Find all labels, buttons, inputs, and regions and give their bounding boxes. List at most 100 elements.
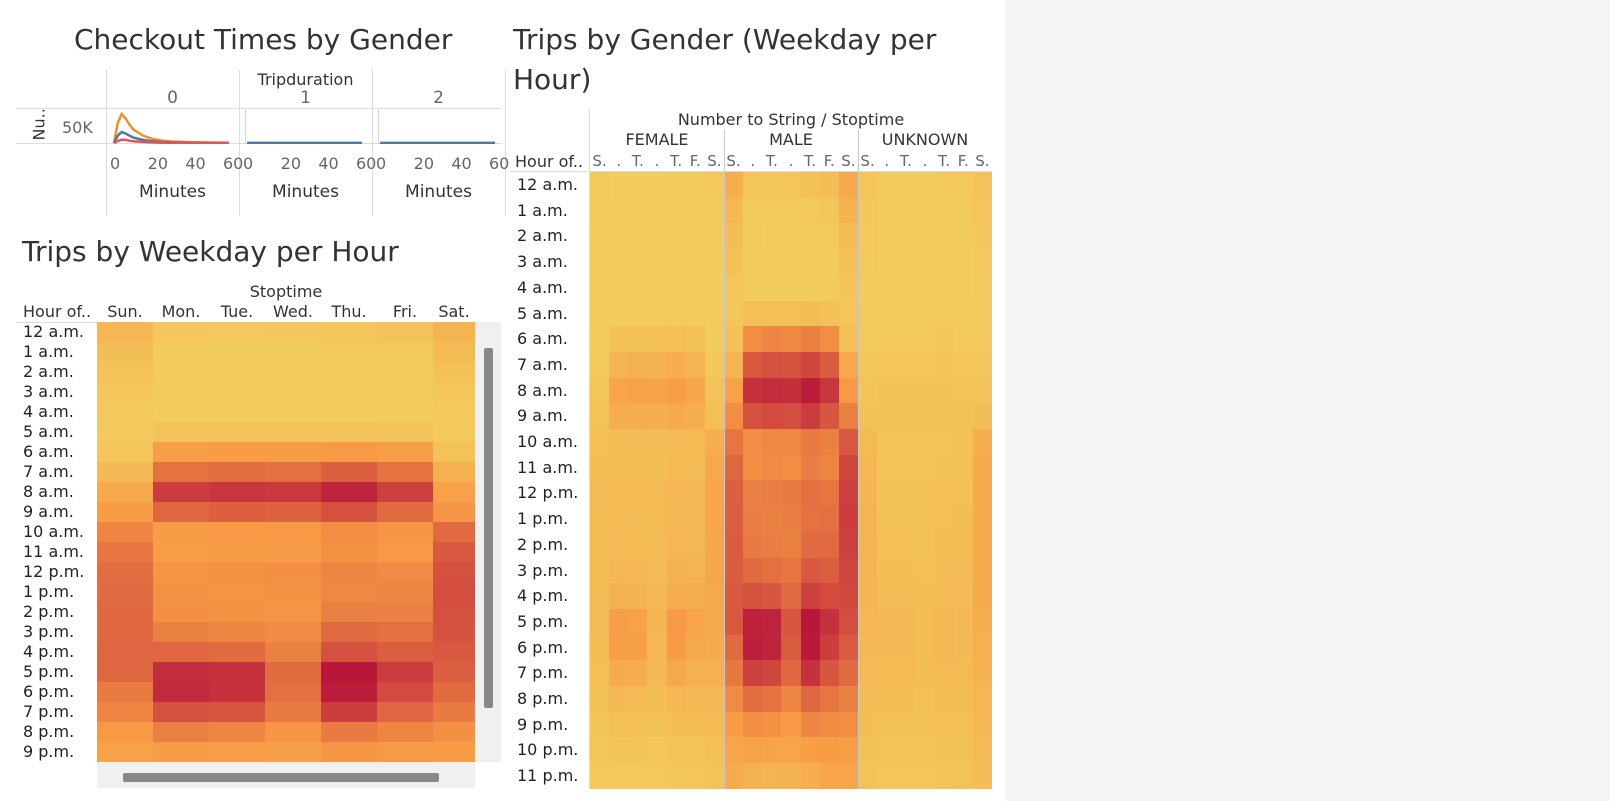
heat-cell-8-0: [97, 482, 153, 502]
heat-cell-female-22-1: [609, 737, 629, 764]
heat-cell-female-8-0: [590, 377, 610, 404]
heat-cell-male-23-0: [724, 763, 744, 790]
heat-cell-8-1: [153, 482, 209, 502]
x-tick-1-60: 60: [356, 154, 377, 173]
heat-cell-male-2-5: [819, 223, 840, 250]
heat-cell-17-0: [97, 662, 153, 682]
heat-cell-female-12-5: [685, 480, 706, 507]
horizontal-scrollbar-thumb[interactable]: [123, 773, 439, 782]
heat-cell-male-17-5: [819, 608, 840, 636]
heat-cell-unknown-21-0: [858, 711, 878, 738]
heat-cell-male-23-6: [838, 763, 859, 790]
heat-cell-unknown-2-3: [915, 223, 936, 250]
heat-cell-male-7-4: [800, 351, 821, 379]
heat-cell-8-3: [265, 482, 321, 502]
x-axis-label-0: Minutes: [139, 182, 206, 202]
heat-cell-female-8-5: [685, 377, 706, 404]
heat-cell-male-8-1: [743, 377, 763, 404]
heat-cell-male-0-4: [800, 172, 821, 199]
heat-cell-male-11-6: [838, 454, 859, 481]
heat-cell-male-3-2: [762, 249, 782, 276]
heat-cell-female-20-0: [590, 686, 610, 713]
heat-cell-18-0: [97, 682, 153, 702]
heat-cell-male-20-4: [800, 686, 821, 713]
heat-cell-male-3-4: [800, 249, 821, 276]
heat-cell-male-13-3: [781, 506, 802, 533]
heat-cell-male-10-2: [762, 429, 782, 456]
heat-cell-2-0: [97, 362, 153, 382]
heat-cell-20-2: [209, 722, 265, 742]
heat-cell-unknown-12-3: [915, 480, 936, 507]
heat-cell-5-3: [265, 422, 321, 442]
heat-cell-unknown-5-6: [972, 300, 993, 327]
heat-cell-unknown-7-5: [953, 351, 974, 379]
heat-cell-female-22-6: [704, 737, 725, 764]
heat-cell-18-4: [321, 682, 377, 702]
heat-cell-male-12-5: [819, 480, 840, 507]
heat-cell-male-18-6: [838, 634, 859, 661]
heat-cell-21-1: [153, 742, 209, 762]
heat-cell-17-3: [265, 662, 321, 682]
dashboard: Checkout Times by Gender Tripduration Nu.…: [0, 0, 1005, 801]
heat-cell-14-4: [321, 602, 377, 622]
line-panel-0: [112, 111, 230, 144]
heat-cell-male-6-0: [724, 326, 744, 353]
heat-cell-male-12-2: [762, 480, 782, 507]
heat-cell-female-12-3: [647, 480, 668, 507]
heat-cell-male-5-0: [724, 300, 744, 327]
heat-cell-7-3: [265, 462, 321, 482]
heat-cell-female-6-1: [609, 326, 629, 353]
header-line: [16, 108, 502, 109]
heat-cell-female-8-2: [628, 377, 648, 404]
x-tick-1-0: 0: [243, 154, 254, 173]
weekday-label-male-6: S.: [841, 152, 856, 170]
heat-cell-unknown-6-0: [858, 326, 878, 353]
heat-cell-male-5-5: [819, 300, 840, 327]
heat-cell-male-2-3: [781, 223, 802, 250]
heat-cell-female-17-6: [704, 608, 725, 636]
heat-cell-female-3-3: [647, 249, 668, 276]
heat-cell-female-20-4: [666, 686, 687, 713]
heat-cell-female-2-4: [666, 223, 687, 250]
heat-cell-female-13-0: [590, 506, 610, 533]
row-label-14: 2 p.m.: [23, 602, 75, 621]
heat-cell-male-0-3: [781, 172, 802, 199]
heat-cell-unknown-10-3: [915, 429, 936, 456]
heat-cell-unknown-22-6: [972, 737, 993, 764]
heat-cell-female-6-5: [685, 326, 706, 353]
heat-cell-female-1-0: [590, 197, 610, 224]
heat-cell-13-2: [209, 582, 265, 602]
x-tick-0-0: 0: [110, 154, 121, 173]
heat-cell-4-6: [433, 402, 475, 422]
y-axis-label: Nu..: [29, 108, 49, 141]
heat-cell-male-8-3: [781, 377, 802, 404]
heat-cell-male-16-1: [743, 583, 763, 610]
heat-cell-male-2-2: [762, 223, 782, 250]
heat-cell-female-2-3: [647, 223, 668, 250]
heat-cell-male-8-4: [800, 377, 821, 404]
x-axis-label-2: Minutes: [405, 182, 472, 202]
heat-cell-unknown-20-2: [896, 686, 916, 713]
vertical-scrollbar-thumb[interactable]: [484, 348, 493, 708]
heat-cell-3-3: [265, 382, 321, 402]
heat-cell-female-19-3: [647, 660, 668, 687]
heat-cell-unknown-13-2: [896, 506, 916, 533]
heat-cell-unknown-20-1: [877, 686, 897, 713]
heat-cell-unknown-8-3: [915, 377, 936, 404]
heat-cell-male-13-5: [819, 506, 840, 533]
heat-cell-female-17-5: [685, 608, 706, 636]
heat-cell-male-0-2: [762, 172, 782, 199]
heat-cell-16-4: [321, 642, 377, 662]
row-label-5: 5 a.m.: [23, 422, 74, 441]
row-label-20: 8 p.m.: [517, 689, 569, 708]
row-label-8: 8 a.m.: [23, 482, 74, 501]
heat-cell-male-17-1: [743, 608, 763, 636]
heat-cell-female-7-4: [666, 351, 687, 379]
heat-cell-unknown-13-4: [934, 506, 955, 533]
heat-cell-8-2: [209, 482, 265, 502]
heat-cell-female-14-4: [666, 531, 687, 558]
heat-cell-female-3-2: [628, 249, 648, 276]
heat-cell-female-9-0: [590, 403, 610, 430]
heat-cell-male-4-4: [800, 274, 821, 301]
heat-cell-unknown-19-5: [953, 660, 974, 687]
